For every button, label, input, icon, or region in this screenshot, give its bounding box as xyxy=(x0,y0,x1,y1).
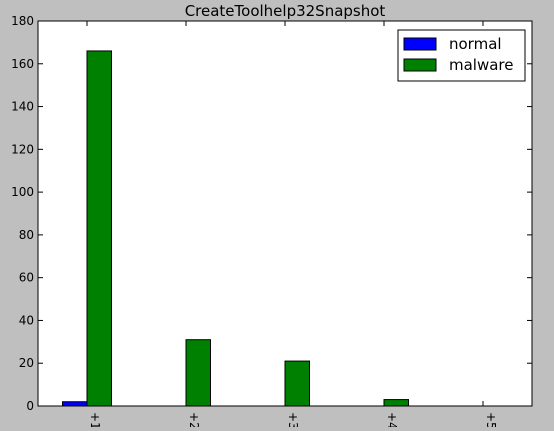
bar-normal-1 xyxy=(62,401,88,407)
plot-area xyxy=(38,21,532,406)
legend: normal malware xyxy=(397,29,526,82)
bars-group xyxy=(62,50,409,407)
y-tick-label: 160 xyxy=(11,57,34,71)
y-tick-label: 140 xyxy=(11,100,34,114)
legend-swatch-normal xyxy=(403,37,437,51)
plot-frame xyxy=(37,20,533,407)
y-tick-label: 0 xyxy=(26,399,34,413)
legend-label-normal: normal xyxy=(449,35,502,53)
y-tick-label: 180 xyxy=(11,14,34,28)
bar-malware-2 xyxy=(185,339,211,407)
bar-malware-3 xyxy=(284,360,310,407)
y-tick-label: 20 xyxy=(19,356,34,370)
legend-swatch-malware xyxy=(403,58,437,72)
y-tick-label: 60 xyxy=(19,271,34,285)
bar-malware-1 xyxy=(86,50,112,407)
y-tick-label: 40 xyxy=(19,313,34,327)
x-tick-label: +4 xyxy=(385,412,399,427)
chart-title: CreateToolhelp32Snapshot xyxy=(185,2,386,20)
legend-label-malware: malware xyxy=(449,56,514,74)
y-tick-label: 120 xyxy=(11,142,34,156)
y-axis: 0 20 40 60 80 100 120 140 160 180 xyxy=(11,14,532,413)
y-tick-label: 80 xyxy=(19,228,34,242)
x-tick-label: +2 xyxy=(187,412,201,427)
bar-malware-4 xyxy=(383,399,409,407)
y-tick-label: 100 xyxy=(11,185,34,199)
x-tick-label: +1 xyxy=(88,412,102,427)
x-tick-label: +5 xyxy=(484,412,498,427)
x-tick-label: +3 xyxy=(286,412,300,427)
